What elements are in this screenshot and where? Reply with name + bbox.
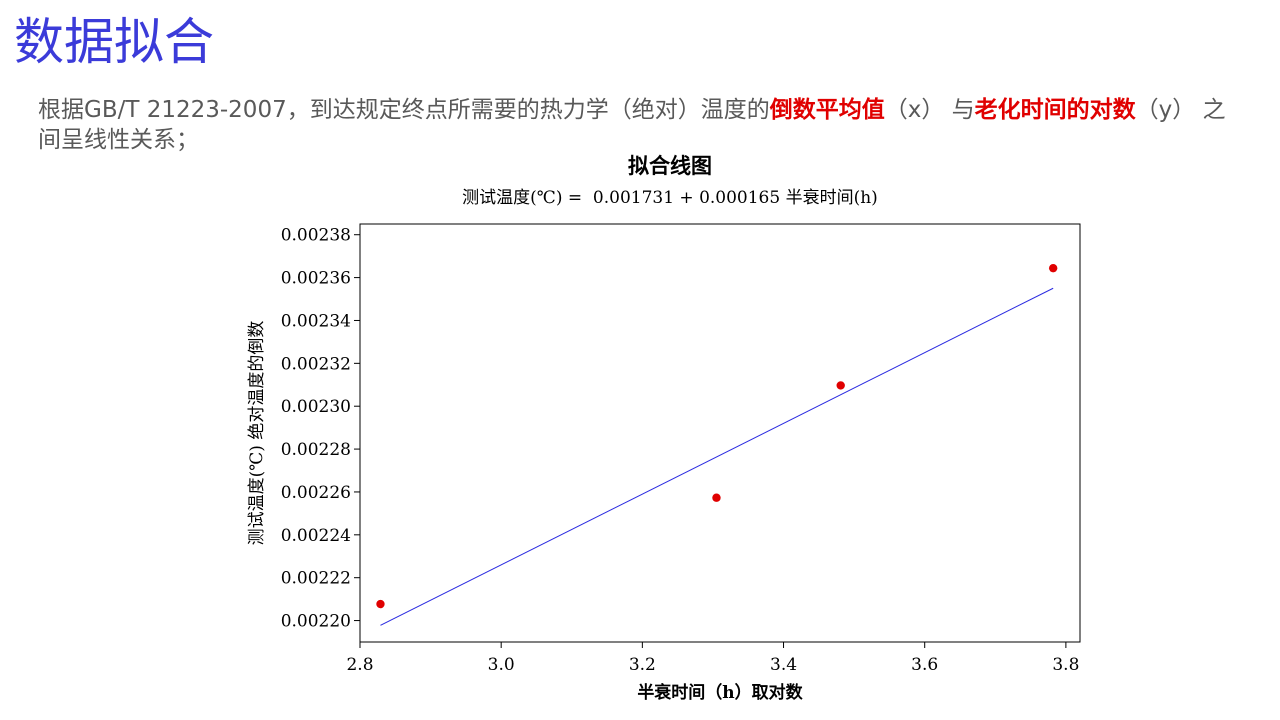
x-axis-label: 半衰时间（h）取对数 <box>637 682 803 703</box>
y-tick-label: 0.00220 <box>281 612 351 632</box>
y-tick-label: 0.00230 <box>281 397 351 417</box>
desc-prefix: 根据GB/T 21223-2007，到达规定终点所需要的热力学（绝对）温度的 <box>38 97 770 123</box>
x-tick-label: 3.0 <box>488 655 515 675</box>
desc-highlight-log-aging-time: 老化时间的对数 <box>974 97 1136 123</box>
y-tick-label: 0.00222 <box>281 569 351 589</box>
y-tick-label: 0.00228 <box>281 440 351 460</box>
plot-frame <box>359 223 1081 643</box>
fit-line <box>380 287 1054 626</box>
data-point <box>836 381 845 390</box>
y-tick-label: 0.00236 <box>281 269 351 289</box>
description: 根据GB/T 21223-2007，到达规定终点所需要的热力学（绝对）温度的倒数… <box>38 95 1238 155</box>
data-point <box>712 493 721 502</box>
data-points-layer <box>376 263 1058 609</box>
y-tick-label: 0.00226 <box>281 483 351 503</box>
fit-line-layer <box>380 287 1054 626</box>
x-tick-label: 3.8 <box>1052 655 1079 675</box>
x-tick-label: 3.2 <box>629 655 656 675</box>
data-point <box>1048 263 1058 273</box>
y-tick-label: 0.00224 <box>281 526 351 546</box>
x-axis: 2.8 3.0 3.2 3.4 3.6 3.8 <box>346 642 1079 675</box>
y-axis-label: 测试温度(℃) 绝对温度的倒数 <box>247 321 267 546</box>
y-tick-label: 0.00232 <box>281 354 351 374</box>
desc-middle: （x） 与 <box>884 97 975 123</box>
x-tick-label: 3.6 <box>911 655 938 675</box>
y-tick-label: 0.00238 <box>281 226 351 246</box>
desc-suffix: （y） 之间呈线性关系； <box>38 97 1226 153</box>
chart-equation: 测试温度(℃) = 0.001731 + 0.000165 半衰时间(h) <box>462 188 878 208</box>
y-tick-label: 0.00234 <box>281 311 351 331</box>
x-tick-label: 2.8 <box>346 655 373 675</box>
x-tick-label: 3.4 <box>770 655 797 675</box>
slide-title: 数据拟合 <box>14 13 214 71</box>
data-point <box>376 599 385 609</box>
y-axis: 0.00220 0.00222 0.00224 0.00226 0.00228 0.002… <box>281 226 360 632</box>
desc-highlight-mean-reciprocal: 倒数平均值 <box>769 97 885 123</box>
chart-title: 拟合线图 <box>628 153 712 178</box>
